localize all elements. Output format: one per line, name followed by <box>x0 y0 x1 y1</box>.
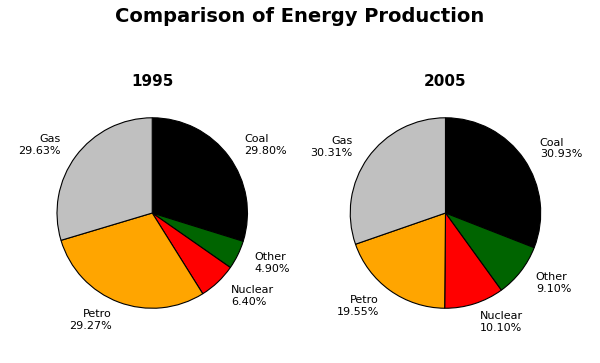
Title: 1995: 1995 <box>131 74 173 89</box>
Title: 2005: 2005 <box>424 74 467 89</box>
Wedge shape <box>356 213 445 308</box>
Text: Other
4.90%: Other 4.90% <box>255 253 290 274</box>
Wedge shape <box>445 118 541 248</box>
Wedge shape <box>350 118 445 244</box>
Wedge shape <box>445 213 534 290</box>
Text: Comparison of Energy Production: Comparison of Energy Production <box>115 7 485 26</box>
Wedge shape <box>445 213 501 308</box>
Text: Petro
19.55%: Petro 19.55% <box>337 295 379 317</box>
Wedge shape <box>61 213 203 308</box>
Text: Gas
30.31%: Gas 30.31% <box>310 136 352 158</box>
Text: Nuclear
6.40%: Nuclear 6.40% <box>231 285 274 307</box>
Wedge shape <box>152 213 230 294</box>
Wedge shape <box>152 213 243 268</box>
Wedge shape <box>152 118 247 241</box>
Text: Other
9.10%: Other 9.10% <box>536 272 571 294</box>
Text: Coal
30.93%: Coal 30.93% <box>540 138 582 159</box>
Text: Nuclear
10.10%: Nuclear 10.10% <box>480 311 523 333</box>
Wedge shape <box>57 118 152 240</box>
Text: Gas
29.63%: Gas 29.63% <box>18 134 61 156</box>
Text: Petro
29.27%: Petro 29.27% <box>69 309 112 331</box>
Text: Coal
29.80%: Coal 29.80% <box>244 134 287 156</box>
